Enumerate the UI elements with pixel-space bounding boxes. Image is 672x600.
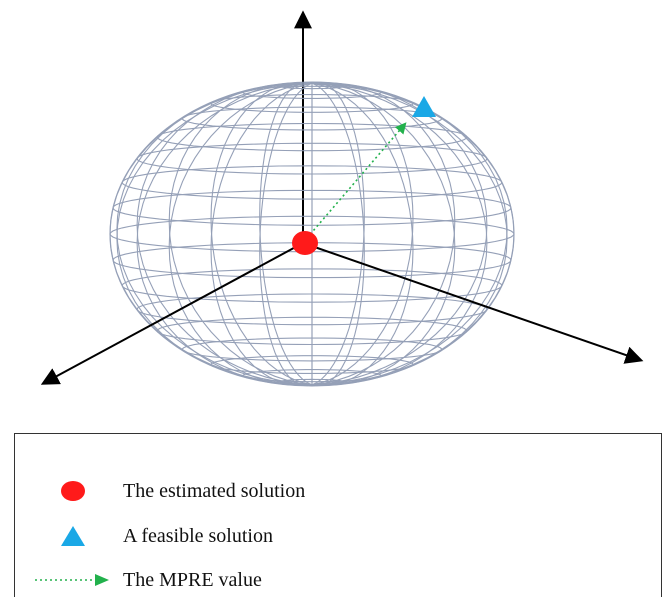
mesh-line xyxy=(311,82,456,386)
legend-item-estimated: The estimated solution xyxy=(15,471,661,511)
legend-item-feasible: A feasible solution xyxy=(15,516,661,556)
ellipsoid-diagram xyxy=(40,10,644,387)
green-dotted-arrow-icon xyxy=(33,565,113,595)
mesh-line xyxy=(210,81,313,386)
mesh-line xyxy=(311,82,508,386)
mesh-line xyxy=(311,81,414,386)
red-circle-icon xyxy=(33,476,113,506)
mesh-line xyxy=(259,82,313,387)
legend-label-feasible: A feasible solution xyxy=(123,524,273,547)
mesh-line xyxy=(136,82,313,386)
x-axis xyxy=(40,242,304,385)
legend-box: The estimated solution A feasible soluti… xyxy=(14,433,662,597)
mesh-line xyxy=(311,81,365,386)
blue-triangle-icon xyxy=(33,521,113,551)
mesh-line xyxy=(168,82,313,386)
mesh-line xyxy=(311,82,414,387)
mesh-line xyxy=(311,82,456,386)
mesh-line xyxy=(136,82,313,386)
mesh-line xyxy=(116,82,313,386)
mesh-line xyxy=(311,82,488,386)
mesh-line xyxy=(168,82,313,386)
y-axis xyxy=(302,242,644,364)
legend-label-mpre: The MPRE value xyxy=(123,568,262,591)
mesh-line xyxy=(116,82,313,386)
mesh-line xyxy=(109,82,313,386)
mesh-line xyxy=(311,82,508,386)
mesh-line xyxy=(311,82,488,386)
mesh-line xyxy=(210,82,313,387)
legend-label-estimated: The estimated solution xyxy=(123,479,306,502)
legend-item-mpre: The MPRE value xyxy=(15,560,661,600)
mesh-line xyxy=(311,82,365,387)
mesh-line xyxy=(259,81,313,386)
estimated-solution-marker xyxy=(292,231,318,255)
mpre-arrow xyxy=(306,122,407,239)
mesh-line xyxy=(311,82,515,386)
feasible-solution-marker xyxy=(412,96,436,117)
mesh-outline xyxy=(109,81,515,387)
